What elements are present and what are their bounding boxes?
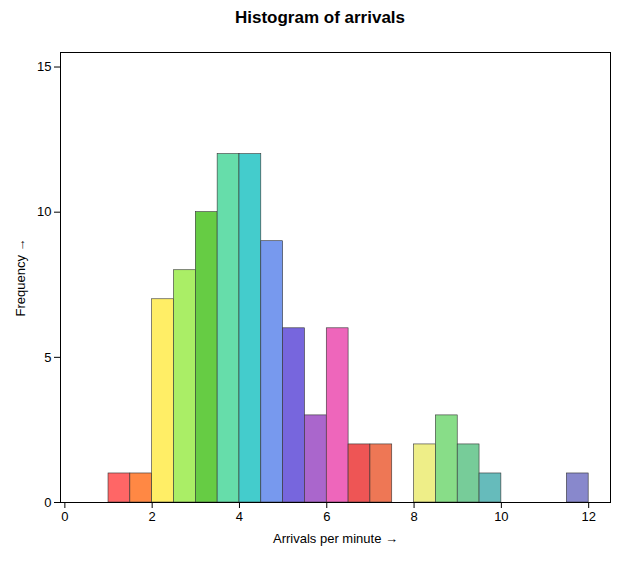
svg-text:2: 2	[149, 509, 156, 524]
svg-text:10: 10	[494, 509, 508, 524]
svg-text:Arrivals per minute →: Arrivals per minute →	[273, 531, 398, 546]
svg-text:10: 10	[37, 204, 51, 219]
svg-text:6: 6	[323, 509, 330, 524]
svg-text:0: 0	[61, 509, 68, 524]
svg-text:12: 12	[581, 509, 595, 524]
svg-text:Frequency →: Frequency →	[13, 238, 28, 316]
svg-text:4: 4	[236, 509, 243, 524]
svg-text:0: 0	[44, 495, 51, 510]
svg-text:8: 8	[410, 509, 417, 524]
svg-text:15: 15	[37, 59, 51, 74]
html-text:Histogram of arrivals: Histogram of arrivals	[235, 8, 405, 27]
svg-text:5: 5	[44, 349, 51, 364]
